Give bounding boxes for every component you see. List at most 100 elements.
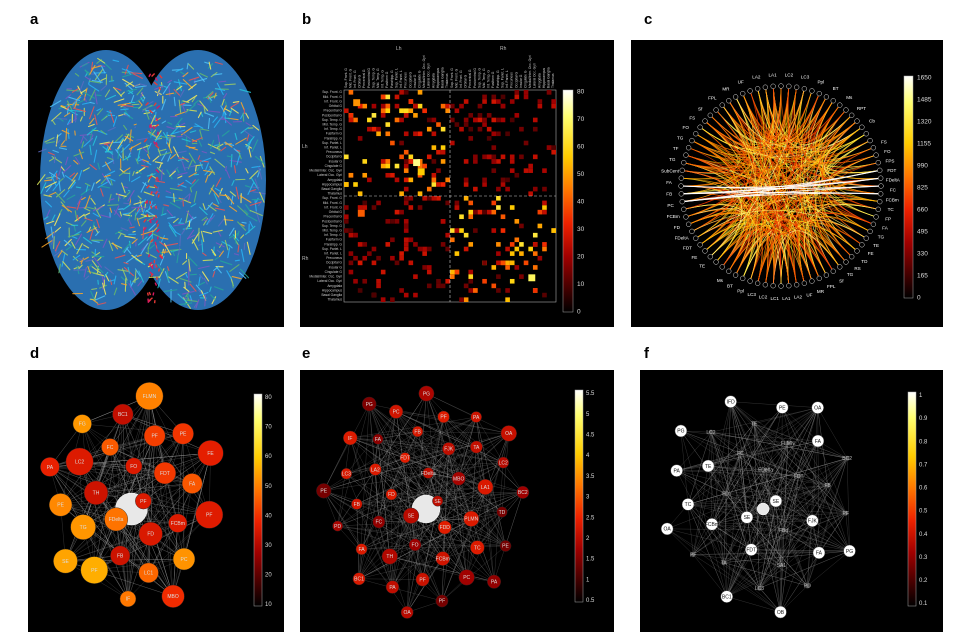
fiber: [120, 108, 129, 111]
graph-edge: [501, 433, 509, 513]
matrix-cell: [394, 103, 400, 109]
fiber: [218, 217, 226, 227]
matrix-col-label: Amygdala: [431, 73, 435, 88]
matrix-cell-strong: [528, 274, 536, 282]
matrix-cell: [463, 182, 469, 187]
matrix-row-label: Precuneus: [326, 256, 342, 260]
fiber: [177, 175, 183, 179]
graph-edge: [395, 411, 478, 548]
graph-node-label: FD: [147, 532, 154, 538]
graph-node: [843, 510, 849, 516]
fiber: [160, 213, 167, 216]
matrix-cell: [482, 177, 487, 183]
fiber: [91, 240, 100, 243]
fiber: [182, 100, 190, 103]
colorbar-e: [574, 389, 584, 603]
fiber: [107, 126, 116, 132]
graph-node-label: PC: [463, 575, 470, 581]
graph-node: [776, 401, 789, 414]
fiber: [204, 112, 215, 117]
fiber: [44, 137, 55, 143]
fiber: [179, 71, 186, 76]
fiber: [194, 123, 204, 129]
matrix-cell: [422, 108, 427, 114]
graph-edge: [350, 416, 477, 439]
matrix-cell: [385, 103, 391, 109]
graph-edge: [759, 550, 850, 589]
graph-edge: [759, 458, 848, 589]
graph-node: [496, 506, 508, 518]
graph-node-label: FO: [130, 464, 137, 470]
fiber: [246, 134, 250, 142]
connectogram-chord: [704, 120, 874, 225]
fiber: [90, 61, 94, 72]
matrix-cell: [390, 255, 395, 261]
matrix-cell: [399, 154, 404, 160]
fiber: [94, 68, 104, 81]
colorbar-f-tick: 0.3: [919, 555, 928, 561]
matrix-cell: [413, 292, 418, 298]
fiber: [111, 153, 115, 165]
matrix-cell: [463, 117, 469, 123]
fiber: [75, 157, 81, 165]
fiber: [196, 72, 205, 82]
connectogram-label: LA1: [768, 72, 777, 77]
connectogram-colorbar-tick: 1155: [917, 140, 931, 147]
matrix-cell: [417, 90, 423, 95]
fiber: [73, 151, 85, 157]
fiber: [157, 263, 164, 272]
fiber: [78, 264, 83, 270]
graph-node-label: PD: [804, 584, 811, 590]
matrix-cell: [362, 255, 368, 261]
fiber: [142, 209, 145, 215]
colorbar-e-tick: 3.5: [586, 474, 595, 480]
fiber: [214, 61, 223, 65]
graph-edge: [79, 461, 121, 556]
fiber: [179, 234, 182, 247]
graph-node: [197, 440, 224, 467]
graph-edge: [710, 407, 818, 433]
matrix-cell: [445, 200, 450, 206]
fiber: [160, 237, 169, 240]
connectogram-node: [786, 83, 792, 89]
graph-node: [402, 507, 420, 524]
graph-node-label: PF: [439, 599, 445, 605]
matrix-cell: [463, 297, 469, 302]
fiber: [100, 129, 107, 135]
graph-node-label: FC: [737, 451, 744, 457]
graph-edge: [437, 492, 523, 502]
graph-node-label: IF: [126, 597, 130, 603]
connectogram-node: [679, 167, 685, 174]
matrix-row-label: Sup. Front. G: [322, 196, 342, 200]
connectogram-node: [793, 84, 800, 90]
graph-node-label: FD: [722, 491, 729, 497]
graph-node-label: PF: [419, 577, 425, 583]
matrix-cell: [380, 159, 386, 164]
matrix-cell: [426, 126, 432, 132]
fiber: [92, 205, 104, 212]
graph-edge: [726, 452, 741, 597]
graph-edge: [751, 458, 848, 550]
connectogram-chord: [715, 228, 775, 286]
fiber: [224, 101, 228, 109]
graph-edge: [740, 407, 818, 454]
colorbar-f-tick: 0.2: [919, 578, 928, 584]
fiber: [113, 209, 122, 219]
matrix-col-label: Precuneus: [510, 72, 514, 88]
matrix-row-label: Sup. Pariet. L: [322, 247, 342, 251]
connectogram-chord: [715, 109, 805, 284]
colorbar-e-tick: 4.5: [586, 433, 595, 439]
fiber: [71, 172, 78, 182]
connectogram-node: [685, 221, 692, 227]
graph-edge: [775, 440, 819, 502]
fiber: [249, 189, 257, 193]
midline-fiber: [159, 254, 164, 259]
fiber: [58, 147, 68, 150]
graph-edge: [780, 513, 846, 613]
fiber: [249, 221, 254, 228]
matrix-cell: [385, 163, 391, 169]
graph-edge: [466, 511, 503, 578]
fiber: [231, 276, 242, 280]
fiber: [168, 222, 177, 233]
fiber: [230, 102, 239, 108]
